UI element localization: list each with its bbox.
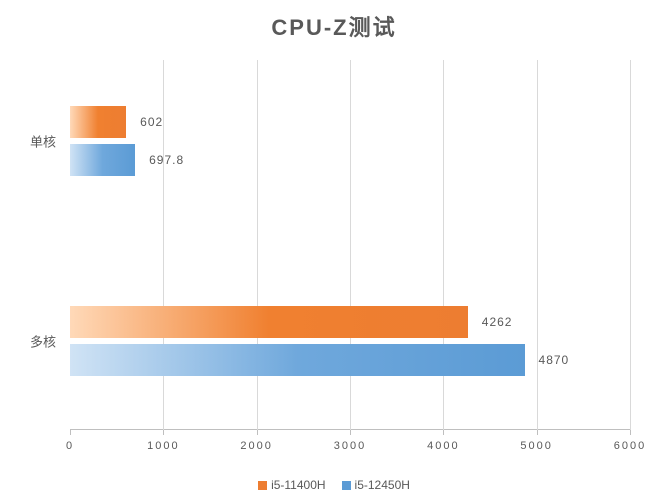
x-tick-mark (70, 430, 71, 435)
bar-value-label: 4262 (482, 315, 513, 329)
x-tick-label: 1000 (147, 440, 179, 452)
x-tick-mark (350, 430, 351, 435)
bar-value-label: 4870 (539, 353, 570, 367)
x-tick-label: 5000 (520, 440, 552, 452)
bar (70, 306, 468, 338)
gridline (537, 60, 538, 430)
legend-label: i5-12450H (355, 478, 410, 492)
x-tick-label: 4000 (427, 440, 459, 452)
x-tick-mark (443, 430, 444, 435)
y-category-label: 多核 (30, 332, 56, 351)
legend: i5-11400H i5-12450H (0, 478, 668, 492)
plot-area: 0100020003000400050006000单核多核602697.8426… (70, 60, 630, 430)
bar-value-label: 697.8 (149, 153, 184, 167)
x-tick-label: 6000 (614, 440, 646, 452)
x-tick-label: 2000 (240, 440, 272, 452)
legend-item: i5-11400H (258, 478, 325, 492)
legend-swatch (342, 481, 351, 490)
x-tick-mark (257, 430, 258, 435)
legend-swatch (258, 481, 267, 490)
bar (70, 144, 135, 176)
legend-item: i5-12450H (342, 478, 410, 492)
y-category-label: 单核 (30, 132, 56, 151)
chart-title: CPU-Z测试 (0, 0, 668, 42)
x-tick-label: 3000 (334, 440, 366, 452)
x-tick-mark (163, 430, 164, 435)
x-tick-mark (630, 430, 631, 435)
x-tick-label: 0 (66, 440, 74, 452)
bar-value-label: 602 (140, 115, 163, 129)
bar (70, 106, 126, 138)
chart-container: CPU-Z测试 0 1000 2000 3000 4000 5000 6000 单核多核 602… (0, 0, 668, 502)
bar (70, 344, 525, 376)
gridline (630, 60, 631, 430)
x-tick-mark (537, 430, 538, 435)
legend-label: i5-11400H (271, 478, 325, 492)
